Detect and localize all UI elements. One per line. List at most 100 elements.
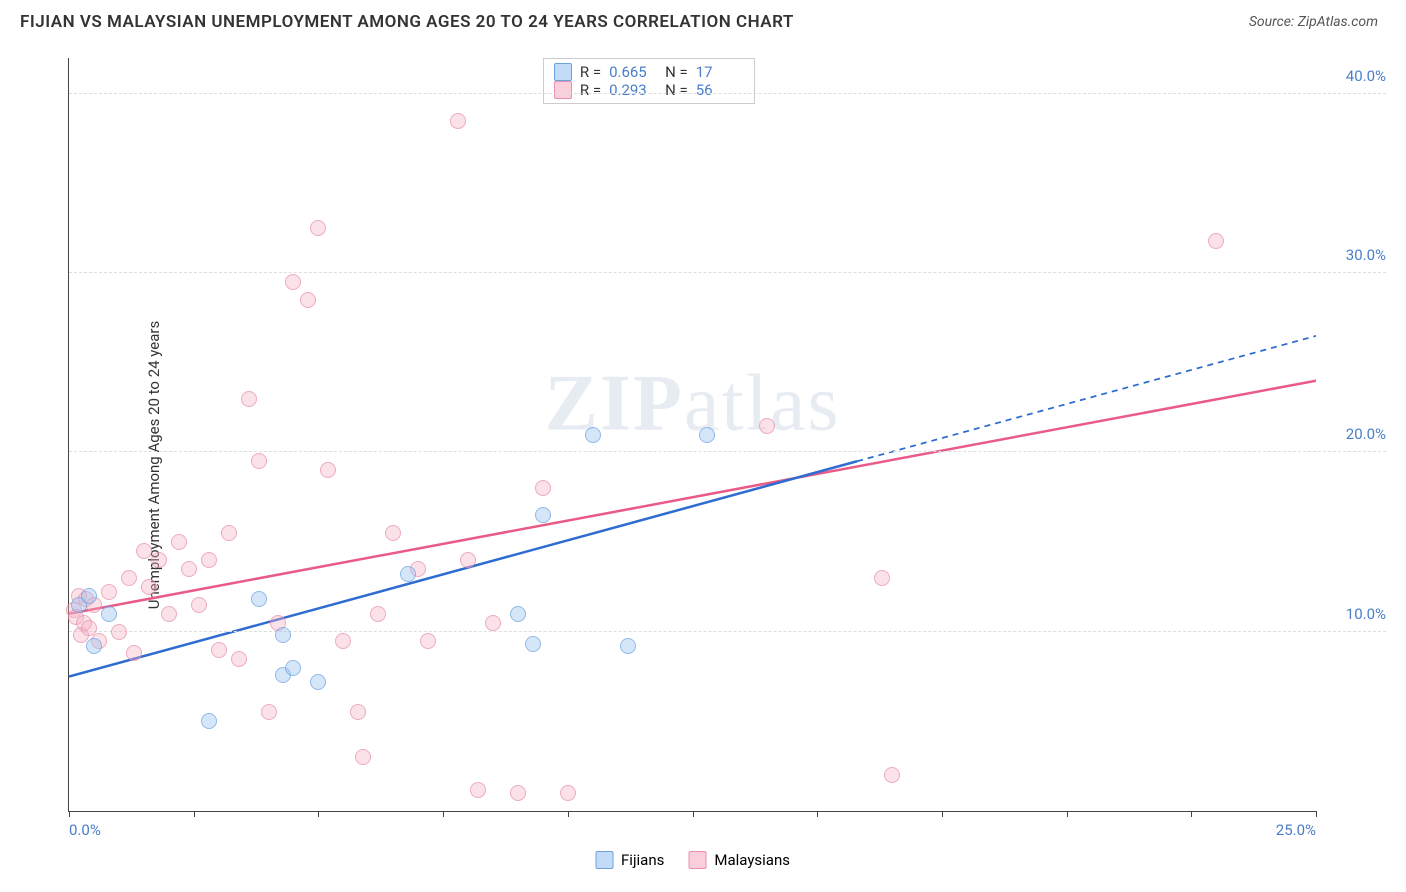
- swatch-a: [595, 851, 613, 869]
- n-value-b: 56: [696, 81, 744, 99]
- data-point: [141, 579, 157, 595]
- data-point: [81, 588, 97, 604]
- chart-title: FIJIAN VS MALAYSIAN UNEMPLOYMENT AMONG A…: [20, 12, 794, 32]
- data-point: [121, 570, 137, 586]
- data-point: [874, 570, 890, 586]
- x-tick: [1067, 811, 1068, 817]
- data-point: [510, 606, 526, 622]
- data-point: [111, 624, 127, 640]
- data-point: [535, 480, 551, 496]
- n-value-a: 17: [696, 63, 744, 81]
- data-point: [420, 633, 436, 649]
- data-point: [620, 638, 636, 654]
- data-point: [585, 427, 601, 443]
- data-point: [699, 427, 715, 443]
- r-label: R =: [580, 63, 601, 81]
- series-legend: Fijians Malaysians: [595, 851, 790, 869]
- y-tick-label: 40.0%: [1346, 67, 1386, 85]
- x-tick: [817, 811, 818, 817]
- data-point: [450, 113, 466, 129]
- data-point: [759, 418, 775, 434]
- data-point: [86, 638, 102, 654]
- data-point: [335, 633, 351, 649]
- legend-item: Fijians: [595, 851, 664, 869]
- data-point: [560, 785, 576, 801]
- stats-legend: R = 0.665 N = 17 R = 0.293 N = 56: [543, 58, 755, 104]
- data-point: [261, 704, 277, 720]
- swatch-a: [554, 63, 572, 81]
- data-point: [510, 785, 526, 801]
- swatch-b: [554, 81, 572, 99]
- data-point: [101, 606, 117, 622]
- data-point: [1208, 233, 1224, 249]
- data-point: [251, 453, 267, 469]
- y-tick-label: 20.0%: [1346, 425, 1386, 443]
- data-point: [285, 660, 301, 676]
- data-point: [535, 507, 551, 523]
- data-point: [151, 552, 167, 568]
- data-point: [221, 525, 237, 541]
- data-point: [171, 534, 187, 550]
- x-tick: [194, 811, 195, 817]
- data-point: [485, 615, 501, 631]
- data-point: [101, 584, 117, 600]
- x-tick: [1191, 811, 1192, 817]
- plot-area: ZIPatlas R = 0.665 N = 17 R = 0.293 N = …: [68, 58, 1316, 812]
- data-point: [460, 552, 476, 568]
- x-tick: [1316, 811, 1317, 817]
- data-point: [310, 674, 326, 690]
- chart-container: Unemployment Among Ages 20 to 24 years Z…: [20, 48, 1396, 882]
- data-point: [320, 462, 336, 478]
- gridline: [69, 631, 1386, 632]
- data-point: [355, 749, 371, 765]
- legend-label: Malaysians: [714, 851, 790, 869]
- x-tick-label: 25.0%: [1276, 821, 1316, 839]
- data-point: [385, 525, 401, 541]
- r-value-a: 0.665: [609, 63, 657, 81]
- data-point: [370, 606, 386, 622]
- gridline: [69, 451, 1386, 452]
- data-point: [191, 597, 207, 613]
- legend-item: Malaysians: [688, 851, 790, 869]
- header: FIJIAN VS MALAYSIAN UNEMPLOYMENT AMONG A…: [0, 0, 1406, 40]
- source-label: Source: ZipAtlas.com: [1249, 14, 1378, 30]
- data-point: [300, 292, 316, 308]
- n-label: N =: [665, 63, 688, 81]
- n-label: N =: [665, 81, 688, 99]
- data-point: [126, 645, 142, 661]
- r-label: R =: [580, 81, 601, 99]
- x-tick-label: 0.0%: [69, 821, 101, 839]
- data-point: [201, 552, 217, 568]
- x-tick: [69, 811, 70, 817]
- data-point: [241, 391, 257, 407]
- data-point: [470, 782, 486, 798]
- stats-row-a: R = 0.665 N = 17: [554, 63, 744, 81]
- data-point: [181, 561, 197, 577]
- y-tick-label: 30.0%: [1346, 246, 1386, 264]
- swatch-b: [688, 851, 706, 869]
- data-point: [161, 606, 177, 622]
- data-point: [310, 220, 326, 236]
- data-point: [136, 543, 152, 559]
- data-point: [251, 591, 267, 607]
- data-point: [231, 651, 247, 667]
- data-point: [884, 767, 900, 783]
- data-point: [285, 274, 301, 290]
- r-value-b: 0.293: [609, 81, 657, 99]
- data-point: [400, 566, 416, 582]
- x-tick: [568, 811, 569, 817]
- trend-lines: [69, 58, 1316, 811]
- stats-row-b: R = 0.293 N = 56: [554, 81, 744, 99]
- legend-label: Fijians: [621, 851, 664, 869]
- y-tick-label: 10.0%: [1346, 605, 1386, 623]
- data-point: [350, 704, 366, 720]
- data-point: [275, 627, 291, 643]
- x-tick: [942, 811, 943, 817]
- data-point: [211, 642, 227, 658]
- x-tick: [693, 811, 694, 817]
- x-tick: [318, 811, 319, 817]
- x-tick: [443, 811, 444, 817]
- data-point: [525, 636, 541, 652]
- data-point: [201, 713, 217, 729]
- gridline: [69, 272, 1386, 273]
